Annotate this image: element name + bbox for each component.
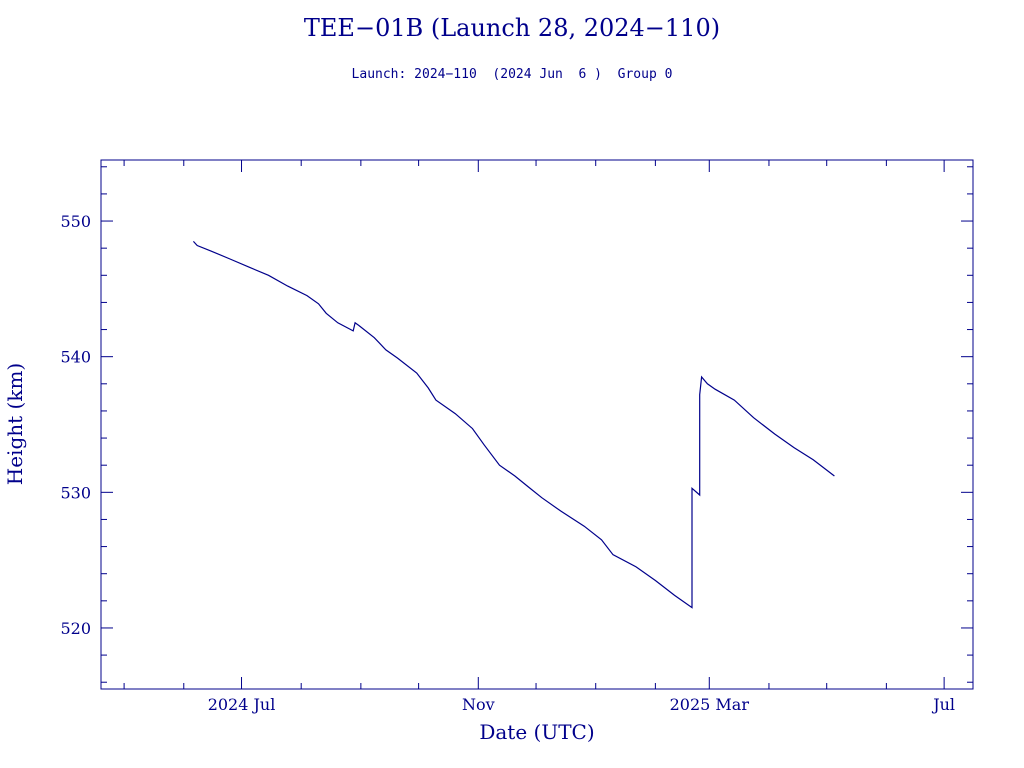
y-tick-label: 550 — [60, 212, 91, 231]
chart-title: TEE−01B (Launch 28, 2024−110) — [303, 14, 721, 42]
x-tick-label: 2024 Jul — [208, 695, 276, 714]
x-tick-label: Nov — [462, 695, 495, 714]
plot-frame — [100, 159, 974, 690]
chart-subtitle: Launch: 2024−110 (2024 Jun 6 ) Group 0 — [351, 67, 673, 82]
tick-labels: 520 530 540 550 2024 Jul Nov 2025 Mar Jul — [60, 212, 955, 714]
x-axis-label: Date (UTC) — [479, 720, 594, 744]
y-tick-label: 520 — [60, 619, 91, 638]
x-tick-label: Jul — [931, 695, 955, 714]
tick-marks — [101, 160, 973, 689]
y-axis-label: Height (km) — [3, 363, 27, 485]
y-tick-label: 540 — [60, 348, 91, 367]
height-series-line — [192, 240, 835, 609]
y-tick-label: 530 — [60, 483, 91, 502]
x-tick-label: 2025 Mar — [670, 695, 750, 714]
